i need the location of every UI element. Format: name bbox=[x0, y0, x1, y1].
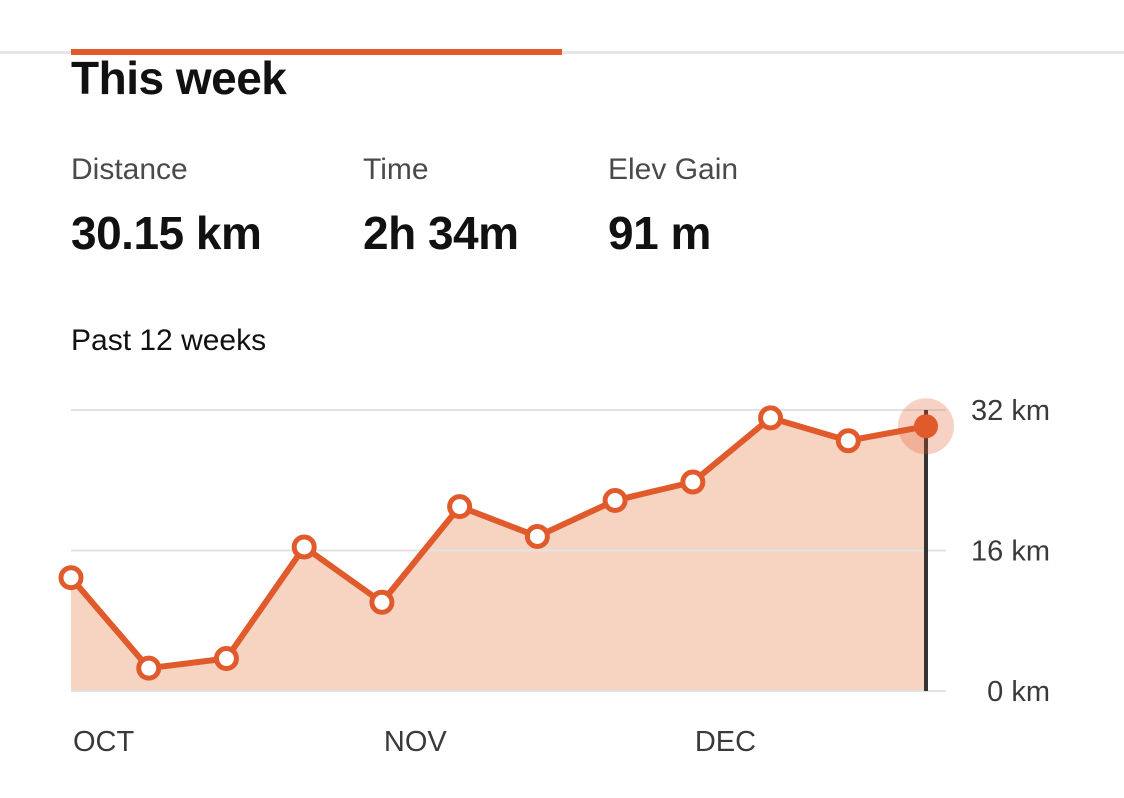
x-tick-label-oct: OCT bbox=[73, 726, 135, 758]
section-title: This week bbox=[71, 52, 287, 104]
tab-bar-divider bbox=[0, 51, 1124, 54]
data-point-week-6[interactable] bbox=[447, 494, 473, 520]
data-point-week-3[interactable] bbox=[213, 646, 239, 672]
data-point-week-5[interactable] bbox=[369, 589, 395, 615]
data-point-week-9[interactable] bbox=[680, 469, 706, 495]
data-point-week-2[interactable] bbox=[136, 655, 162, 681]
stat-distance-value: 30.15 km bbox=[71, 207, 262, 259]
y-tick-label-32: 32 km bbox=[971, 395, 1050, 427]
stat-distance: Distance 30.15 km bbox=[71, 152, 262, 259]
stat-elev-gain-label: Elev Gain bbox=[608, 153, 739, 186]
selected-data-point[interactable] bbox=[914, 414, 938, 439]
x-tick-label-dec: DEC bbox=[695, 726, 756, 758]
data-point-week-8[interactable] bbox=[602, 487, 628, 513]
stat-elev-gain-value: 91 m bbox=[608, 207, 711, 259]
series-line bbox=[68, 414, 929, 672]
y-tick-label-0: 0 km bbox=[987, 676, 1050, 708]
chart-area-fill bbox=[71, 417, 926, 691]
stat-time: Time 2h 34m bbox=[363, 152, 519, 259]
data-point-week-10[interactable] bbox=[758, 405, 784, 431]
active-tab-indicator bbox=[71, 49, 562, 55]
data-point-week-1[interactable] bbox=[58, 565, 84, 591]
data-point-week-7[interactable] bbox=[524, 523, 550, 549]
stat-time-label: Time bbox=[363, 153, 429, 186]
y-tick-label-16: 16 km bbox=[971, 536, 1050, 568]
stat-time-value: 2h 34m bbox=[363, 207, 519, 259]
data-point-week-11[interactable] bbox=[835, 428, 861, 454]
chart-caption: Past 12 weeks bbox=[71, 324, 267, 357]
data-point-week-4[interactable] bbox=[291, 534, 317, 560]
stat-elev-gain: Elev Gain 91 m bbox=[608, 152, 738, 259]
stat-distance-label: Distance bbox=[71, 153, 188, 186]
x-tick-label-nov: NOV bbox=[384, 726, 448, 758]
